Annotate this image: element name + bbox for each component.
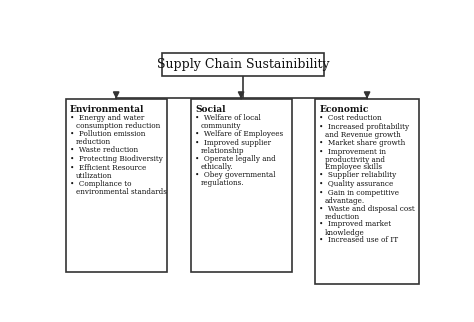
- Text: Supply Chain Sustainibility: Supply Chain Sustainibility: [156, 58, 329, 71]
- Text: •  Energy and water: • Energy and water: [70, 114, 145, 122]
- Text: Social: Social: [195, 105, 226, 114]
- Text: •  Compliance to: • Compliance to: [70, 180, 132, 188]
- Text: •  Increased profitability: • Increased profitability: [319, 123, 409, 131]
- Text: •  Improvement in: • Improvement in: [319, 148, 386, 156]
- Text: reduction: reduction: [325, 213, 360, 221]
- Text: •  Market share growth: • Market share growth: [319, 139, 405, 147]
- Text: utilization: utilization: [76, 172, 112, 180]
- Text: •  Welfare of local: • Welfare of local: [195, 114, 261, 122]
- Bar: [162, 53, 324, 76]
- Text: •  Improved supplier: • Improved supplier: [195, 139, 271, 147]
- Text: reduction: reduction: [76, 138, 111, 146]
- Text: productivity and: productivity and: [325, 156, 385, 164]
- Text: •  Efficient Resource: • Efficient Resource: [70, 164, 146, 172]
- Text: •  Cost reduction: • Cost reduction: [319, 114, 382, 122]
- Text: •  Gain in competitive: • Gain in competitive: [319, 189, 399, 197]
- Bar: [66, 99, 167, 272]
- Text: •  Improved market: • Improved market: [319, 220, 391, 228]
- Text: environmental standards: environmental standards: [76, 188, 167, 196]
- Text: community: community: [201, 122, 241, 130]
- Text: •  Waste and disposal cost: • Waste and disposal cost: [319, 204, 415, 213]
- Text: •  Protecting Biodiversity: • Protecting Biodiversity: [70, 155, 163, 163]
- Text: •  Operate legally and: • Operate legally and: [195, 155, 276, 163]
- Text: •  Quality assurance: • Quality assurance: [319, 180, 393, 188]
- Text: relationship: relationship: [201, 147, 245, 155]
- Text: knowledge: knowledge: [325, 229, 365, 237]
- Text: Employee skills: Employee skills: [325, 163, 382, 171]
- Text: and Revenue growth: and Revenue growth: [325, 131, 401, 139]
- Text: consumption reduction: consumption reduction: [76, 122, 160, 130]
- Bar: [191, 99, 292, 272]
- Bar: [315, 99, 419, 284]
- Text: •  Increased use of IT: • Increased use of IT: [319, 236, 398, 244]
- Text: advantage.: advantage.: [325, 197, 365, 205]
- Text: •  Welfare of Employees: • Welfare of Employees: [195, 130, 283, 138]
- Text: Environmental: Environmental: [70, 105, 145, 114]
- Text: •  Pollution emission: • Pollution emission: [70, 130, 146, 138]
- Text: ethically.: ethically.: [201, 163, 233, 171]
- Text: Economic: Economic: [319, 105, 368, 114]
- Text: •  Obey governmental: • Obey governmental: [195, 171, 275, 179]
- Text: regulations.: regulations.: [201, 179, 245, 187]
- Text: •  Waste reduction: • Waste reduction: [70, 146, 138, 154]
- Text: •  Supplier reliability: • Supplier reliability: [319, 171, 396, 179]
